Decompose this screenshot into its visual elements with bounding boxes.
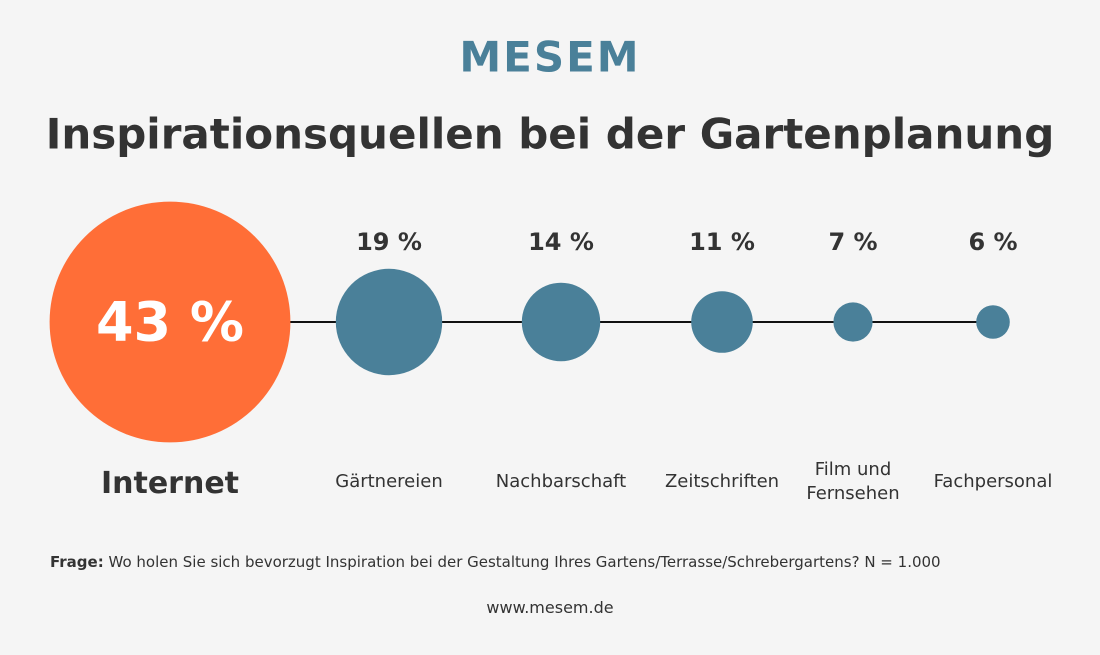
value-label: 43 % [96,291,244,354]
chart-title: Inspirationsquellen bei der Gartenplanun… [46,110,1055,159]
bubble [691,291,753,353]
bubble [521,282,601,362]
category-label: Nachbarschaft [495,471,627,492]
value-label: 11 % [689,228,755,256]
value-label: 6 % [968,228,1017,256]
value-label: 14 % [528,228,594,256]
bubble [976,305,1010,339]
category-label: Zeitschriften [664,471,780,492]
source: www.mesem.de [486,598,614,617]
category-label: Internet [100,466,240,501]
category-label: Gärtnereien [335,471,443,492]
question-label: Frage: [50,553,104,571]
footer: Frage: Wo holen Sie sich bevorzugt Inspi… [50,553,941,571]
question: Wo holen Sie sich bevorzugt Inspiration … [108,553,941,571]
bubble [49,201,291,443]
bubble [833,302,873,342]
value-label: 7 % [828,228,877,256]
category-label: Film und Fernsehen [806,459,900,504]
logo: MESEM [459,33,640,82]
category-label: Fachpersonal [933,471,1053,492]
value-label: 19 % [356,228,422,256]
bubble [335,268,443,376]
